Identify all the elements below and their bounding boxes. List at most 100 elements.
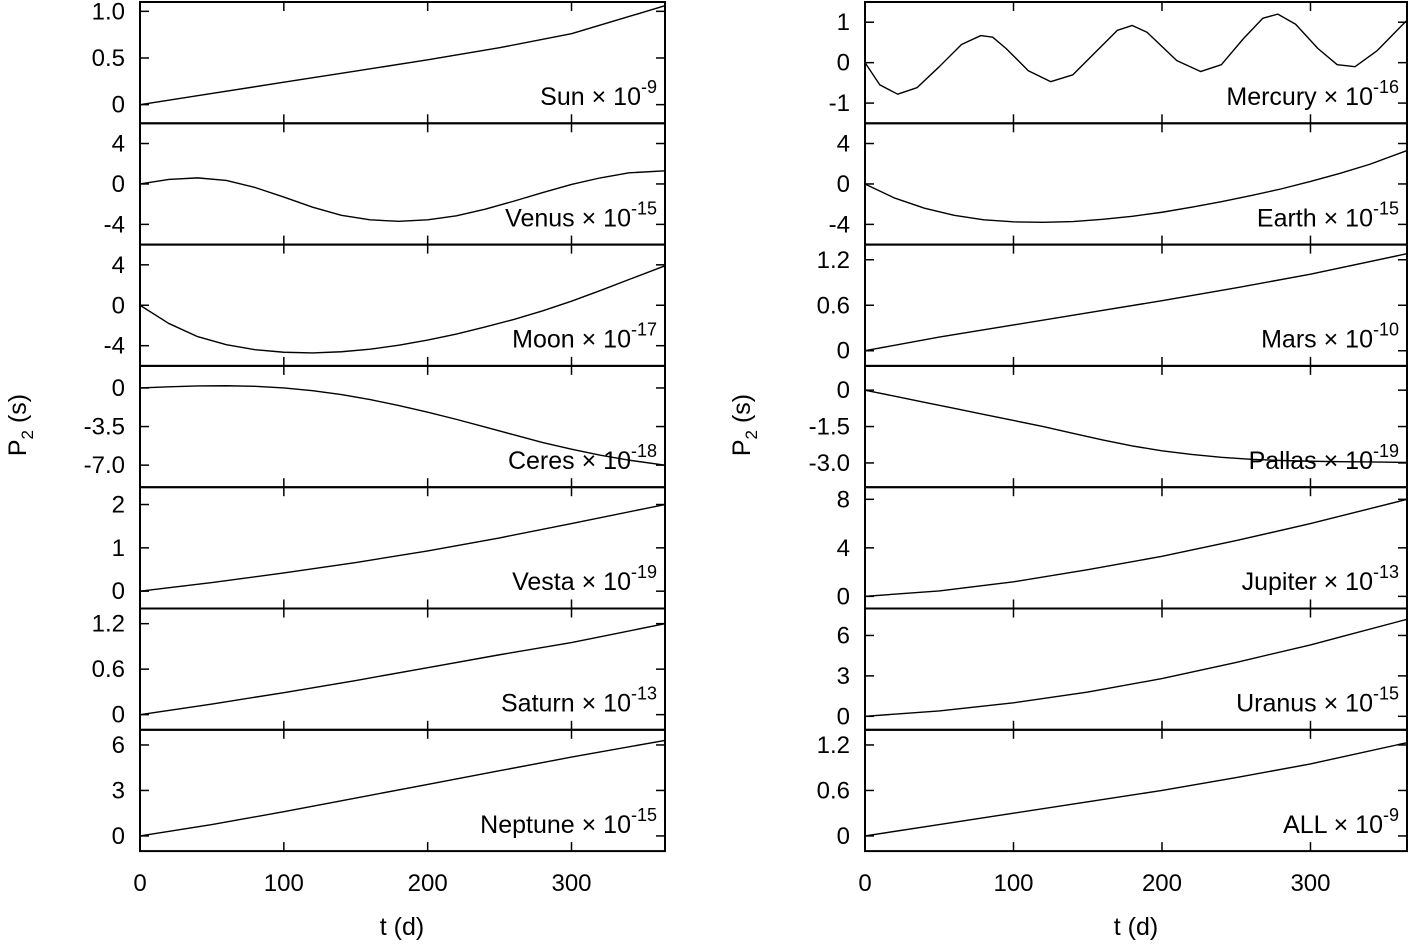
panel-moon: 4 0 -4 Moon × 10-17	[104, 243, 666, 367]
y-tick-label: 0	[837, 338, 850, 365]
y-tick-label: 0.5	[92, 45, 125, 72]
x-tick-label: 0	[858, 870, 871, 897]
panel-label: Vesta × 10-19	[512, 562, 657, 596]
panel-label-base: 10	[596, 811, 631, 839]
x-axis-label-left: t (d)	[380, 913, 424, 941]
panel-ceres: 0 -3.5 -7.0 Ceres × 10-18	[84, 364, 666, 489]
panel-label-exponent: -15	[631, 198, 657, 218]
y-tick-label: 0	[837, 823, 850, 850]
panel-mercury: 10-1 Mercury × 10-16	[829, 1, 1408, 125]
panel-label-name: Mercury	[1226, 83, 1323, 111]
panel-label-name: Jupiter	[1242, 568, 1324, 596]
panel-label-name: ALL	[1283, 811, 1334, 839]
panel-jupiter: 8 4 0 Jupiter × 10-13	[837, 486, 1408, 610]
panel-label-name: Venus	[505, 204, 581, 232]
y-tick-label: 0.6	[817, 777, 850, 804]
series-line-uranus	[864, 618, 1408, 718]
y-tick-label: 6	[112, 732, 125, 759]
times-symbol: ×	[582, 811, 597, 839]
y-tick-label: 1	[837, 9, 850, 36]
series-line-mercury	[864, 13, 1408, 95]
y-tick-label: -4	[104, 333, 125, 360]
panel-label: ALL × 10-9	[1283, 805, 1399, 839]
series-line-jupiter	[864, 498, 1408, 598]
y-tick-label: 2	[112, 492, 125, 519]
panel-label-exponent: -15	[1373, 198, 1399, 218]
panel-label-base: 10	[1338, 447, 1373, 475]
panel-label-name: Moon	[512, 326, 581, 354]
panel-label-base: 10	[1338, 83, 1373, 111]
y-tick-label: -3.5	[84, 414, 125, 441]
series-line-saturn	[139, 622, 666, 716]
panel-sun: 1.0 0.5 0 Sun × 10-9	[92, 0, 666, 125]
times-symbol: ×	[592, 83, 607, 111]
y-tick-label: 1	[112, 535, 125, 562]
y-tick-label: 4	[112, 131, 125, 158]
panel-saturn: 1.2 0.6 0 Saturn × 10-13	[92, 607, 666, 731]
series-line-ceres	[139, 385, 666, 466]
y-tick-label: 3	[837, 663, 850, 690]
panel-label-name: Sun	[540, 83, 591, 111]
times-symbol: ×	[582, 447, 597, 475]
y-label-subscript: 2	[742, 430, 761, 439]
panel-label-base: 10	[596, 447, 631, 475]
x-tick-label: 300	[1290, 870, 1330, 897]
y-tick-label: -3.0	[809, 450, 850, 477]
series-line-venus	[139, 170, 666, 223]
panel-label: Mercury × 10-16	[1226, 77, 1399, 111]
y-tick-label: 0	[837, 703, 850, 730]
y-label-main: P	[4, 439, 32, 456]
y-label-unit: (s)	[4, 394, 32, 430]
times-symbol: ×	[1324, 447, 1339, 475]
times-symbol: ×	[1334, 811, 1349, 839]
times-symbol: ×	[1324, 326, 1339, 354]
series-line-pallas	[864, 389, 1408, 464]
y-tick-label: 0.6	[817, 292, 850, 319]
series-line-mars	[864, 253, 1408, 352]
y-tick-label: -1	[829, 90, 850, 117]
y-tick-label: 0	[112, 292, 125, 319]
panel-label-name: Earth	[1257, 204, 1324, 232]
y-tick-label: 0	[837, 377, 850, 404]
y-tick-label: 0	[837, 583, 850, 610]
y-tick-label: 0	[112, 823, 125, 850]
panel-label-exponent: -15	[1373, 684, 1399, 704]
panel-label-name: Pallas	[1249, 447, 1324, 475]
panel-vesta: 210 Vesta × 10-19	[112, 486, 666, 610]
x-axis-label-right: t (d)	[1114, 913, 1158, 941]
panel-label: Neptune × 10-15	[480, 805, 657, 839]
panel-label: Uranus × 10-15	[1236, 684, 1399, 718]
panel-mars: 1.2 0.6 0 Mars × 10-10	[817, 243, 1408, 367]
y-tick-label: -4	[104, 211, 125, 238]
panel-label-name: Ceres	[508, 447, 582, 475]
panel-label-base: 10	[596, 690, 631, 718]
panel-earth: 4 0 -4 Earth × 10-15	[829, 122, 1408, 246]
y-tick-label: -7.0	[84, 452, 125, 479]
series-line-all	[864, 742, 1408, 837]
panel-pallas: 0 -1.5 -3.0 Pallas × 10-19	[809, 364, 1408, 489]
x-tick-label: 300	[551, 870, 591, 897]
panel-venus: 4 0 -4 Venus × 10-15	[104, 122, 666, 246]
panel-label: Saturn × 10-13	[501, 684, 657, 718]
panel-label-exponent: -15	[631, 805, 657, 825]
panel-label-name: Uranus	[1236, 690, 1324, 718]
y-tick-label: 3	[112, 777, 125, 804]
panel-label-base: 10	[606, 83, 641, 111]
y-tick-label: 0	[112, 92, 125, 119]
y-tick-label: 1.2	[92, 611, 125, 638]
y-label-unit: (s)	[728, 394, 756, 430]
panel-label-exponent: -17	[631, 320, 657, 340]
panel-label-exponent: -9	[1383, 805, 1399, 825]
panel-label-base: 10	[1338, 568, 1373, 596]
panel-label-base: 10	[1348, 811, 1383, 839]
series-line-sun	[139, 5, 666, 106]
panel-label-exponent: -19	[631, 562, 657, 582]
panel-uranus: 6 3 0 Uranus × 10-15	[837, 607, 1408, 731]
panel-label-name: Mars	[1261, 326, 1324, 354]
y-tick-label: 4	[112, 252, 125, 279]
y-tick-label: 0	[837, 50, 850, 77]
panel-label-exponent: -18	[631, 441, 657, 461]
